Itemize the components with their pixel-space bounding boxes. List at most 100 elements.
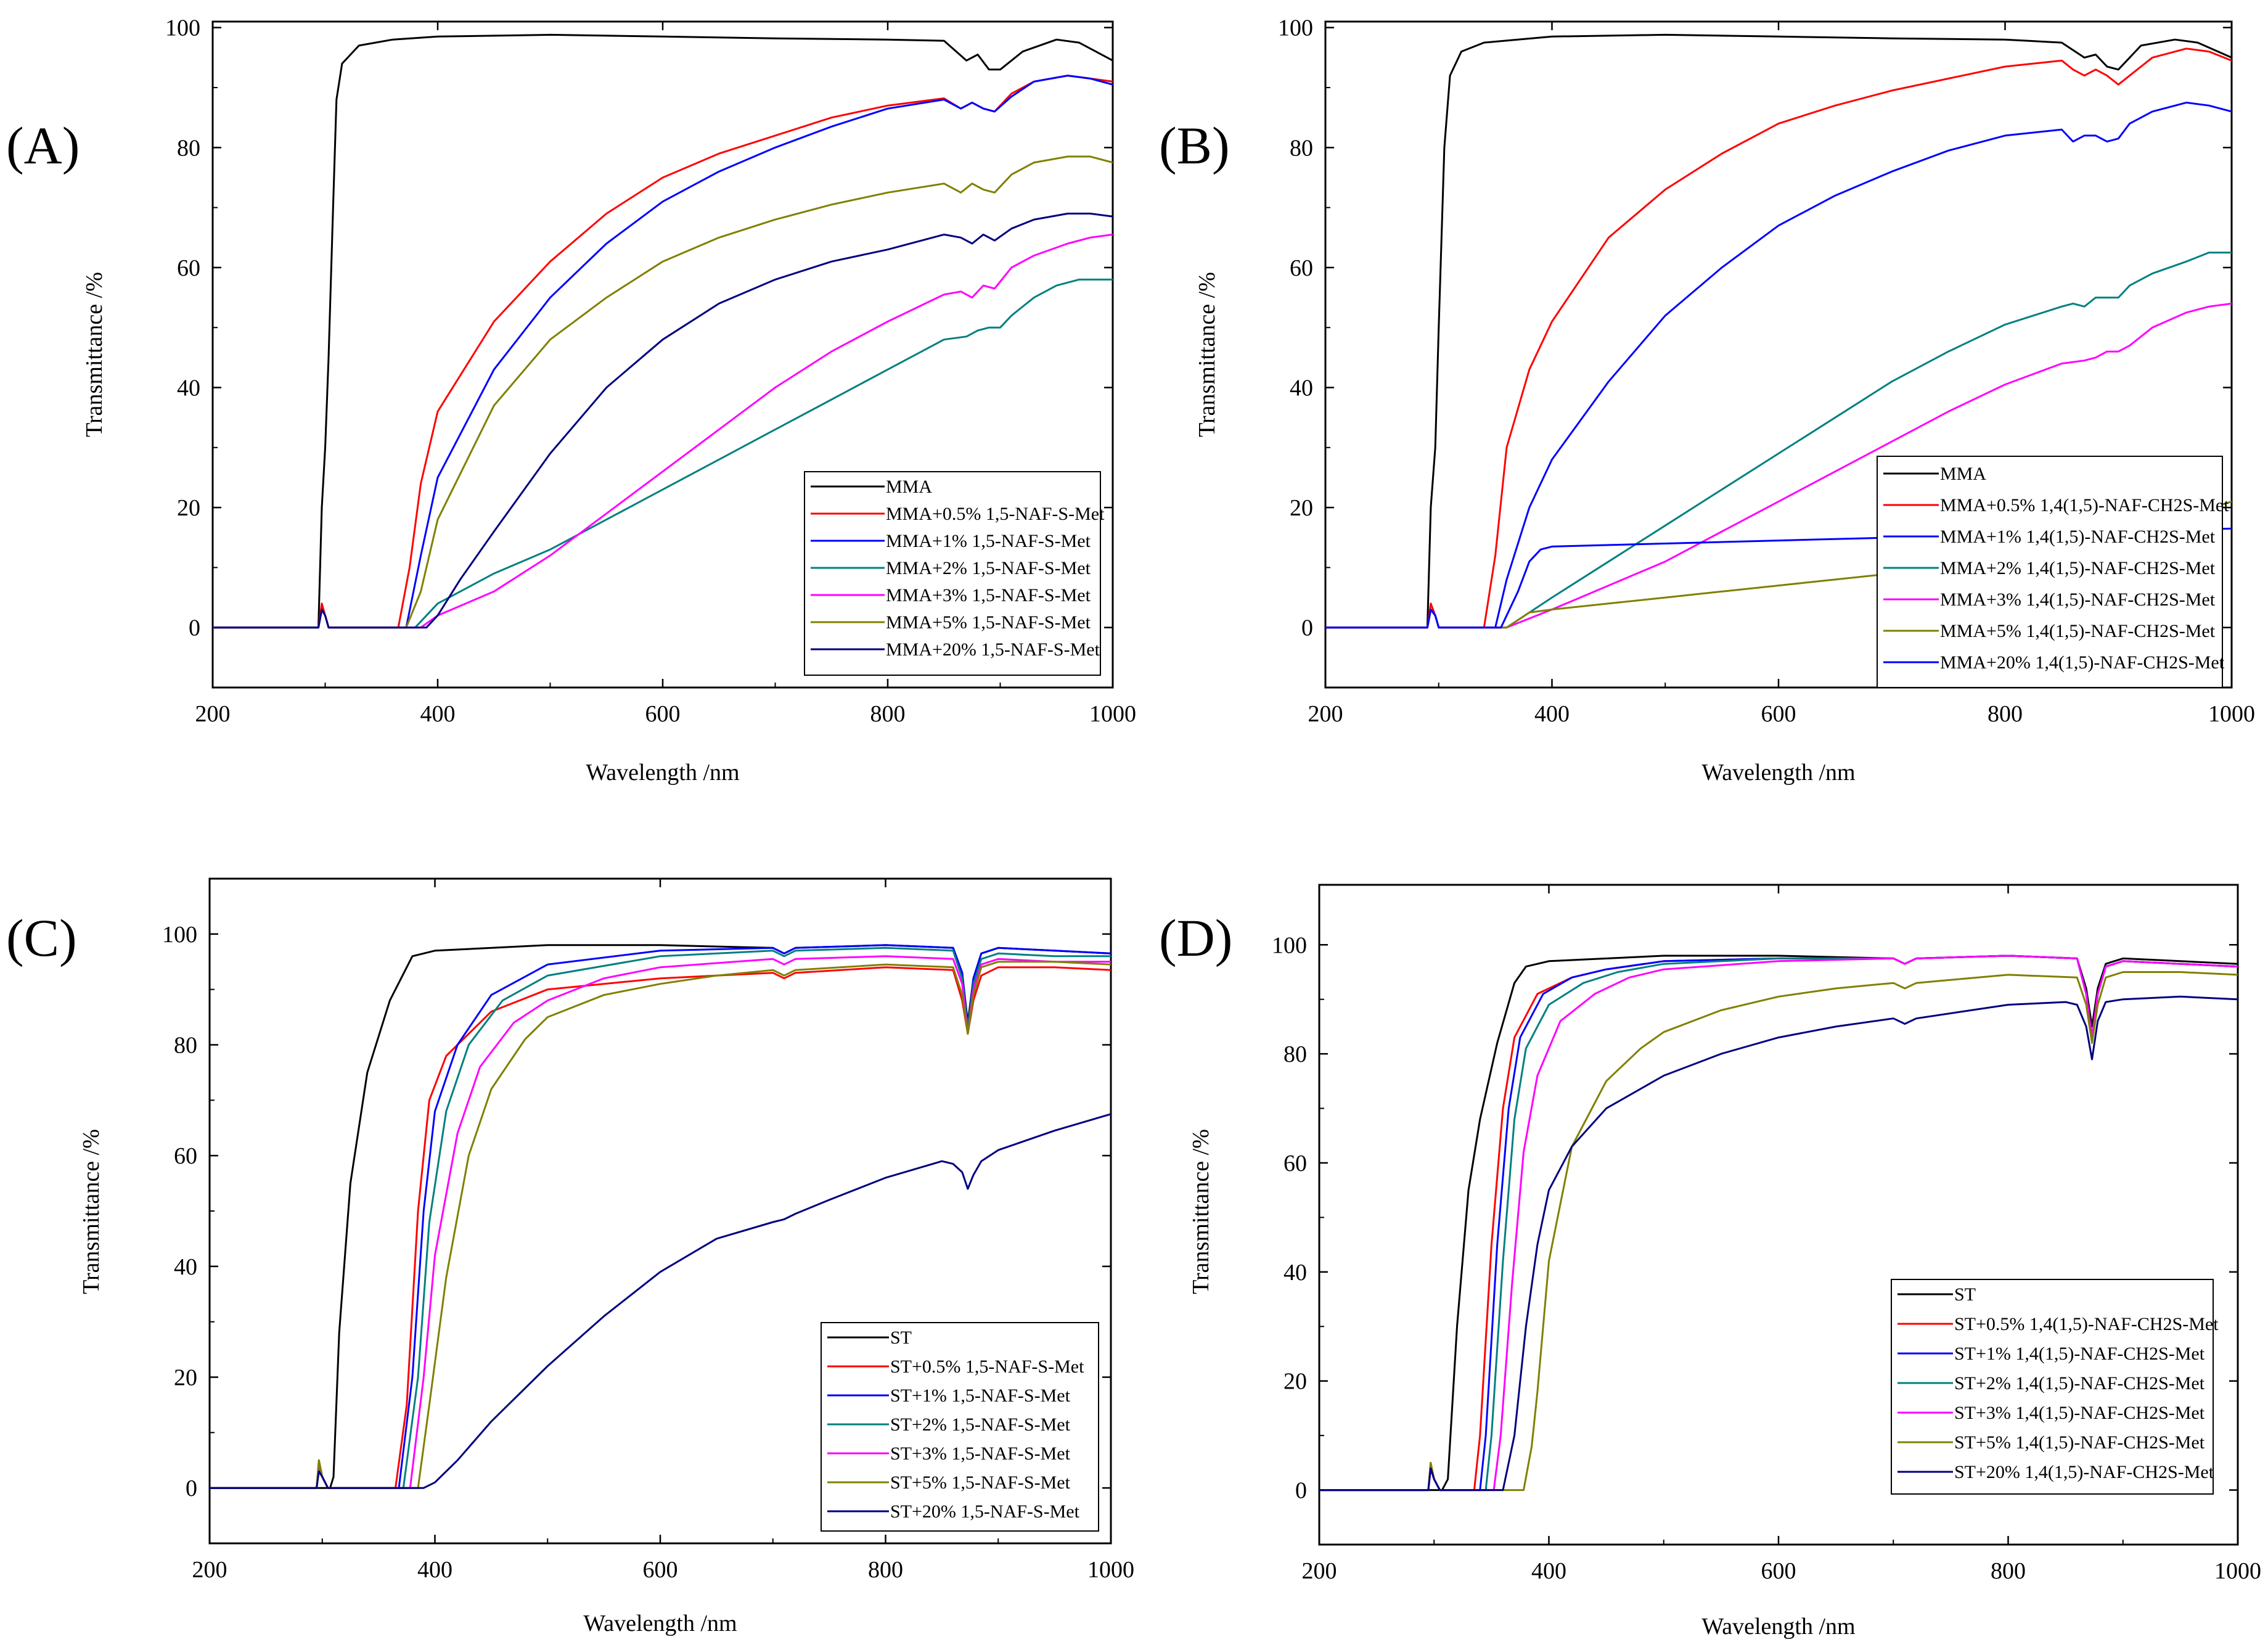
x-tick-label: 400: [420, 701, 456, 727]
legend-label: MMA+20% 1,4(1,5)-NAF-CH2S-Met: [1940, 652, 2225, 673]
legend-label: ST+20% 1,5-NAF-S-Met: [890, 1501, 1080, 1522]
y-tick-label: 40: [1283, 1260, 1307, 1286]
y-axis-title: Transmittance /%: [1194, 272, 1220, 437]
x-tick-label: 400: [1534, 701, 1570, 727]
series-lines: [1325, 33, 2232, 629]
legend-label: MMA+0.5% 1,5-NAF-S-Met: [886, 504, 1105, 524]
series-lines: [210, 944, 1111, 1489]
series-line-7: [1319, 995, 2238, 1492]
y-tick-label: 20: [1290, 495, 1313, 521]
legend: ST ST+0.5% 1,5-NAF-S-Met ST+1% 1,5-NAF-S-M…: [821, 1322, 1099, 1532]
legend: ST ST+0.5% 1,4(1,5)-NAF-CH2S-Met ST+1% 1,4…: [1891, 1279, 2219, 1495]
x-tick-label: 200: [195, 701, 231, 727]
y-tick-label: 20: [177, 495, 200, 521]
legend-label: MMA+3% 1,4(1,5)-NAF-CH2S-Met: [1940, 589, 2216, 610]
x-tick-label: 600: [1761, 701, 1796, 727]
legend-label: MMA+5% 1,4(1,5)-NAF-CH2S-Met: [1940, 621, 2216, 641]
y-tick-label: 60: [1283, 1151, 1307, 1176]
y-tick-label: 60: [174, 1143, 197, 1169]
x-tick-label: 800: [868, 1557, 903, 1583]
panel-a: (A) 200 400 600 800 1000 0 20 40 60 80 100 Wavelen…: [6, 15, 1136, 786]
panel-c: (C) 200 400 600 800 1000 0 20 40 60 80 100 Wavelen…: [6, 877, 1134, 1636]
y-tick-label: 60: [1290, 255, 1313, 281]
series-line-1: [1319, 954, 2238, 1492]
series-lines: [1319, 954, 2238, 1492]
legend-label: MMA+2% 1,4(1,5)-NAF-CH2S-Met: [1940, 558, 2216, 578]
panel-letter: (D): [1159, 908, 1232, 967]
x-tick-label: 600: [645, 701, 681, 727]
legend-box: [821, 1322, 1099, 1532]
legend-label: MMA+20% 1,5-NAF-S-Met: [886, 639, 1100, 660]
series-line-7: [213, 212, 1113, 629]
legend-label: MMA+2% 1,5-NAF-S-Met: [886, 558, 1091, 578]
x-axis-title: Wavelength /nm: [583, 1611, 737, 1636]
y-tick-label: 80: [174, 1033, 197, 1059]
legend-label: ST: [890, 1328, 912, 1348]
x-tick-label: 400: [417, 1557, 452, 1583]
y-tick-label: 20: [1283, 1369, 1307, 1395]
x-axis-title: Wavelength /nm: [1701, 760, 1855, 786]
legend-items: MMA MMA+0.5% 1,5-NAF-S-Met MMA+1% 1,5-NAF-…: [811, 477, 1105, 660]
y-tick-label: 40: [1290, 376, 1313, 401]
legend-label: ST+0.5% 1,5-NAF-S-Met: [890, 1357, 1084, 1377]
y-tick-label: 100: [162, 922, 197, 948]
y-axis-title: Transmittance /%: [1188, 1129, 1214, 1294]
legend-label: ST+3% 1,5-NAF-S-Met: [890, 1443, 1071, 1464]
x-tick-label: 1000: [2214, 1558, 2261, 1584]
series-line-1: [213, 33, 1113, 629]
x-tick-label: 1000: [1089, 701, 1136, 727]
panel-d: (D) 200 400 600 800 1000 0 20 40 60 80 100 Wavelen…: [1159, 884, 2261, 1640]
y-axis-title: Transmittance /%: [81, 272, 107, 437]
series-line-7: [210, 1113, 1111, 1489]
y-tick-label: 0: [189, 615, 200, 641]
legend-label: MMA: [1940, 464, 1986, 484]
x-tick-label: 200: [1302, 1558, 1337, 1584]
y-tick-label: 100: [1278, 15, 1313, 41]
y-tick-label: 100: [1272, 932, 1307, 958]
y-tick-label: 80: [1283, 1041, 1307, 1067]
x-tick-label: 1000: [2208, 701, 2255, 727]
x-axis-title: Wavelength /nm: [586, 760, 739, 786]
legend-items: ST ST+0.5% 1,4(1,5)-NAF-CH2S-Met ST+1% 1,4…: [1898, 1284, 2219, 1482]
panel-letter: (A): [6, 116, 80, 175]
x-tick-label: 800: [870, 701, 906, 727]
ticks: 200 400 600 800 1000 0 20 40 60 80 100: [162, 879, 1134, 1583]
panel-letter: (B): [1159, 116, 1230, 175]
x-tick-label: 1000: [1087, 1557, 1134, 1583]
y-axis-title: Transmittance /%: [78, 1129, 104, 1294]
y-tick-label: 60: [177, 255, 200, 281]
legend-label: ST+0.5% 1,4(1,5)-NAF-CH2S-Met: [1954, 1314, 2219, 1334]
x-tick-label: 800: [1988, 701, 2023, 727]
y-tick-label: 0: [186, 1476, 197, 1501]
series-lines: [213, 33, 1113, 629]
legend-label: ST+1% 1,4(1,5)-NAF-CH2S-Met: [1954, 1344, 2205, 1364]
series-line-1: [1325, 33, 2232, 629]
x-tick-label: 200: [192, 1557, 227, 1583]
legend-box: [1877, 456, 2223, 688]
ticks: 200 400 600 800 1000 0 20 40 60 80 100: [1272, 885, 2261, 1584]
legend: MMA MMA+0.5% 1,4(1,5)-NAF-CH2S-Met MMA+1% …: [1877, 456, 2229, 688]
legend-label: MMA+1% 1,4(1,5)-NAF-CH2S-Met: [1940, 527, 2216, 547]
x-tick-label: 600: [643, 1557, 678, 1583]
y-tick-label: 0: [1295, 1478, 1307, 1504]
legend-label: ST+3% 1,4(1,5)-NAF-CH2S-Met: [1954, 1403, 2205, 1423]
y-tick-label: 80: [1290, 135, 1313, 161]
legend-label: MMA+3% 1,5-NAF-S-Met: [886, 585, 1091, 605]
x-tick-label: 400: [1531, 1558, 1566, 1584]
y-tick-label: 20: [174, 1365, 197, 1391]
legend-label: ST+20% 1,4(1,5)-NAF-CH2S-Met: [1954, 1462, 2214, 1482]
legend-label: MMA: [886, 477, 932, 497]
panel-b: (B) 200 400 600 800 1000 0 20 40 60 80 100 Wavelen…: [1159, 15, 2255, 786]
legend-label: MMA+5% 1,5-NAF-S-Met: [886, 612, 1091, 633]
y-tick-label: 0: [1301, 615, 1313, 641]
y-tick-label: 40: [177, 376, 200, 401]
legend-label: ST+5% 1,4(1,5)-NAF-CH2S-Met: [1954, 1432, 2205, 1453]
y-tick-label: 40: [174, 1254, 197, 1280]
legend-label: ST+2% 1,4(1,5)-NAF-CH2S-Met: [1954, 1373, 2205, 1394]
legend-label: ST+5% 1,5-NAF-S-Met: [890, 1472, 1071, 1493]
legend-items: MMA MMA+0.5% 1,4(1,5)-NAF-CH2S-Met MMA+1% …: [1883, 464, 2229, 673]
x-tick-label: 200: [1308, 701, 1343, 727]
panel-letter: (C): [6, 908, 77, 967]
legend-label: MMA+1% 1,5-NAF-S-Met: [886, 531, 1091, 551]
